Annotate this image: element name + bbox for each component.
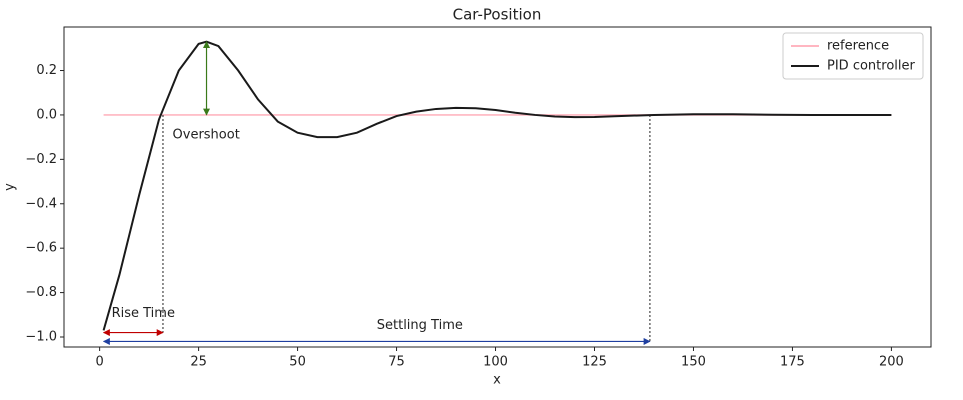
x-axis-label: x [493,373,501,388]
y-tick-label: 0.0 [36,107,57,122]
x-tick-label: 150 [681,355,706,370]
chart-title: Car-Position [453,6,542,24]
legend-label: reference [827,39,889,54]
y-axis-label: y [3,183,18,191]
annotation-label: Overshoot [173,127,240,142]
legend-label: PID controller [827,59,915,74]
x-tick-label: 75 [388,355,405,370]
x-tick-label: 25 [190,355,207,370]
x-tick-label: 0 [95,355,103,370]
x-tick-label: 125 [582,355,607,370]
plot-frame [63,26,932,348]
x-tick-label: 100 [483,355,508,370]
y-tick-label: −1.0 [25,330,57,345]
x-tick-label: 50 [289,355,306,370]
line [102,40,892,331]
legend-box [782,32,924,80]
y-tick-label: 0.2 [36,63,57,78]
annotation-label: Settling Time [377,318,463,333]
x-tick-label: 200 [879,355,904,370]
annotation-label: Rise Time [112,306,175,321]
y-tick-label: −0.2 [25,152,57,167]
y-tick-label: −0.4 [25,196,57,211]
y-tick-label: −0.6 [25,241,57,256]
y-tick-label: −0.8 [25,285,57,300]
x-tick-label: 175 [780,355,805,370]
